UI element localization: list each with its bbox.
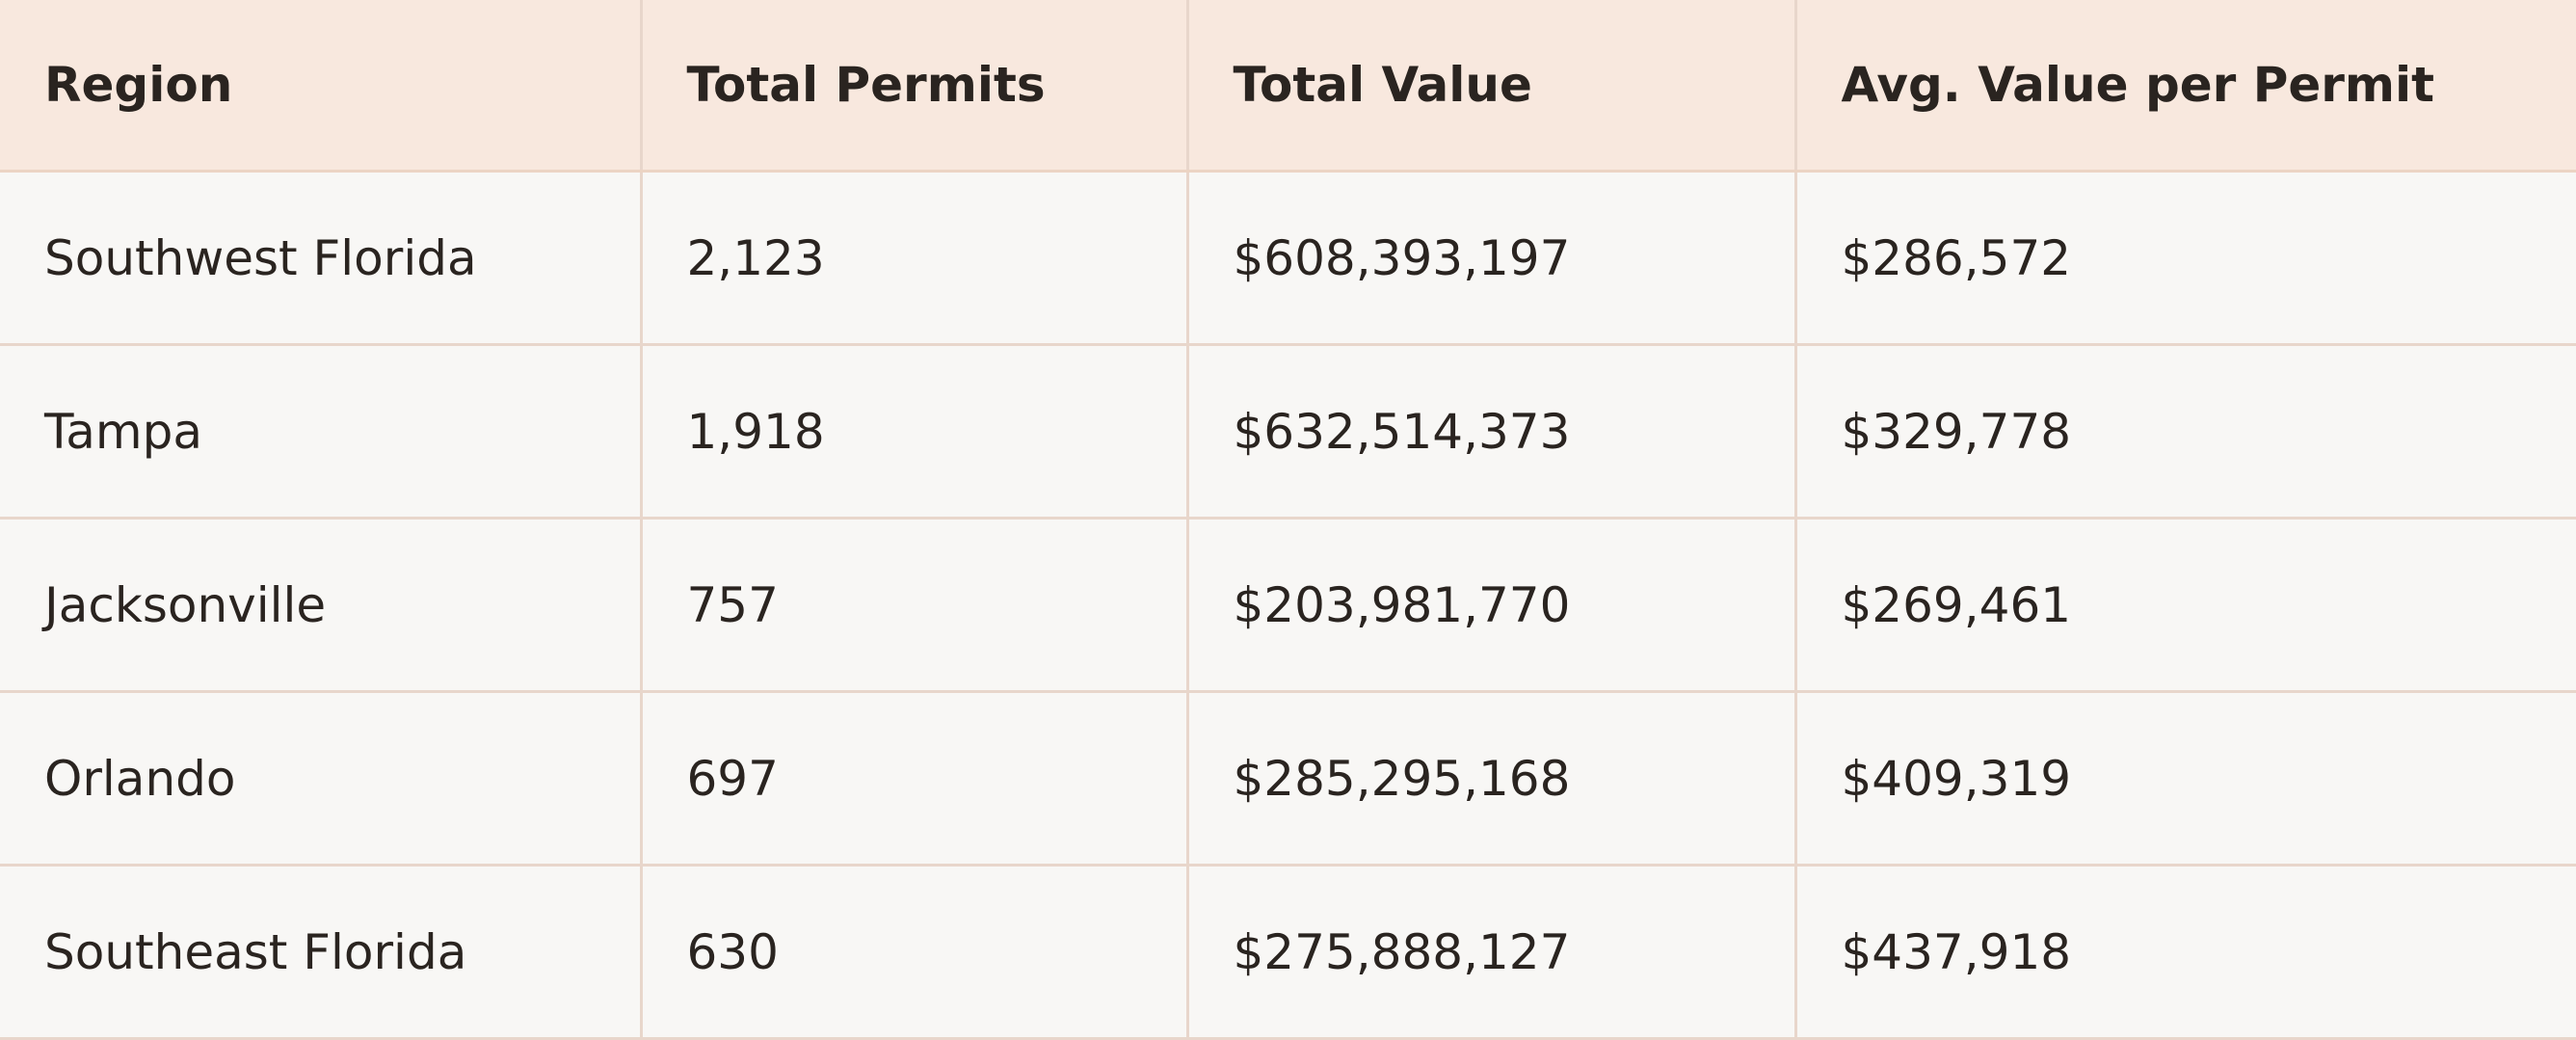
table-cell: $437,918: [1795, 865, 2576, 1040]
table-cell: $632,514,373: [1187, 344, 1797, 520]
table-cell: $285,295,168: [1187, 691, 1797, 867]
header-row: Region Total Permits Total Value Avg. Value…: [0, 0, 2576, 173]
table-cell: 697: [641, 691, 1189, 867]
table-row: Tampa 1,918 $632,514,373 $329,778: [0, 344, 2576, 520]
table-row: Orlando 697 $285,295,168 $409,319: [0, 691, 2576, 867]
table-cell: $275,888,127: [1187, 865, 1797, 1040]
header-cell: Total Value: [1187, 0, 1797, 173]
table-cell: 757: [641, 518, 1189, 693]
table-row: Southeast Florida 630 $275,888,127 $437,918: [0, 865, 2576, 1040]
table-cell: $409,319: [1795, 691, 2576, 867]
table-cell: 630: [641, 865, 1189, 1040]
table-cell: $329,778: [1795, 344, 2576, 520]
table-cell: $286,572: [1795, 171, 2576, 346]
header-cell: Total Permits: [641, 0, 1189, 173]
table-cell: 1,918: [641, 344, 1189, 520]
table-cell: Southeast Florida: [0, 865, 643, 1040]
table-cell: 2,123: [641, 171, 1189, 346]
table-cell: Southwest Florida: [0, 171, 643, 346]
table-cell: Jacksonville: [0, 518, 643, 693]
table-body: Southwest Florida 2,123 $608,393,197 $286,5…: [0, 171, 2576, 1040]
header-cell: Region: [0, 0, 643, 173]
table-cell: $608,393,197: [1187, 171, 1797, 346]
table-row: Jacksonville 757 $203,981,770 $269,461: [0, 518, 2576, 693]
table-cell: Tampa: [0, 344, 643, 520]
table-row: Southwest Florida 2,123 $608,393,197 $286,5…: [0, 171, 2576, 346]
table-cell: $203,981,770: [1187, 518, 1797, 693]
table-cell: $269,461: [1795, 518, 2576, 693]
header-cell: Avg. Value per Permit: [1795, 0, 2576, 173]
table-cell: Orlando: [0, 691, 643, 867]
